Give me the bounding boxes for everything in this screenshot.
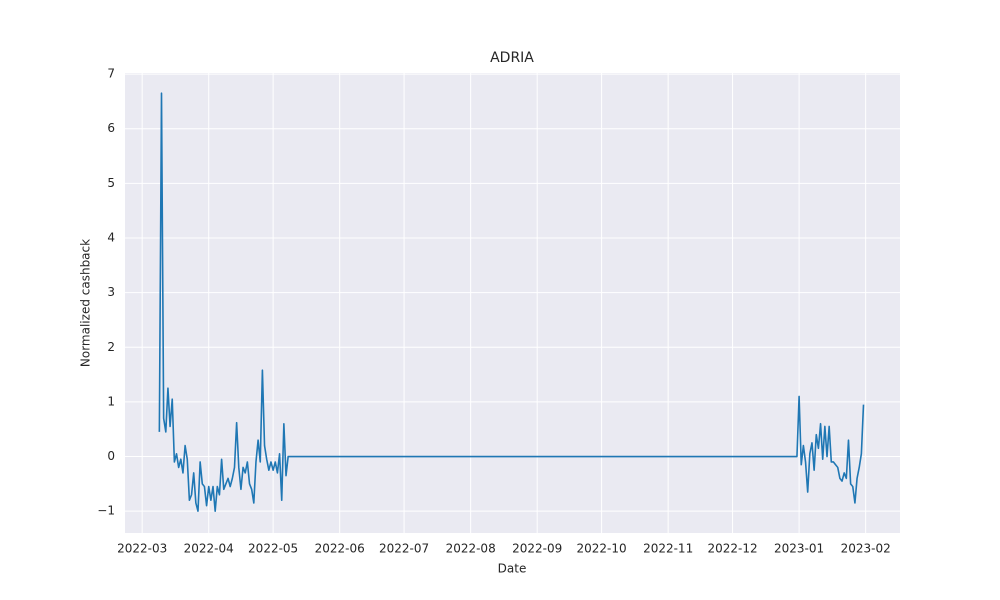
x-tick-label: 2022-08 bbox=[446, 542, 496, 556]
x-tick-label: 2022-06 bbox=[315, 542, 365, 556]
x-tick-label: 2023-02 bbox=[841, 542, 891, 556]
x-axis-label: Date bbox=[498, 562, 527, 576]
chart-title: ADRIA bbox=[490, 50, 534, 66]
y-tick-label: 3 bbox=[107, 285, 115, 299]
y-tick-label: 7 bbox=[107, 67, 115, 81]
x-tick-label: 2022-10 bbox=[577, 542, 627, 556]
data-line bbox=[158, 92, 865, 512]
x-tick-label: 2022-04 bbox=[184, 542, 234, 556]
x-tick-label: 2022-07 bbox=[379, 542, 429, 556]
y-tick-label: −1 bbox=[97, 504, 115, 518]
x-tick-label: 2022-12 bbox=[707, 542, 757, 556]
x-tick-label: 2023-01 bbox=[774, 542, 824, 556]
plot-area bbox=[125, 73, 900, 533]
y-tick-label: 6 bbox=[107, 121, 115, 135]
x-tick-label: 2022-09 bbox=[512, 542, 562, 556]
x-tick-label: 2022-05 bbox=[248, 542, 298, 556]
y-tick-label: 0 bbox=[107, 449, 115, 463]
y-tick-label: 5 bbox=[107, 176, 115, 190]
x-tick-label: 2022-03 bbox=[117, 542, 167, 556]
y-tick-label: 4 bbox=[107, 230, 115, 244]
x-tick-label: 2022-11 bbox=[643, 542, 693, 556]
y-tick-label: 2 bbox=[107, 340, 115, 354]
y-tick-label: 1 bbox=[107, 394, 115, 408]
y-axis-label: Normalized cashback bbox=[79, 239, 93, 367]
